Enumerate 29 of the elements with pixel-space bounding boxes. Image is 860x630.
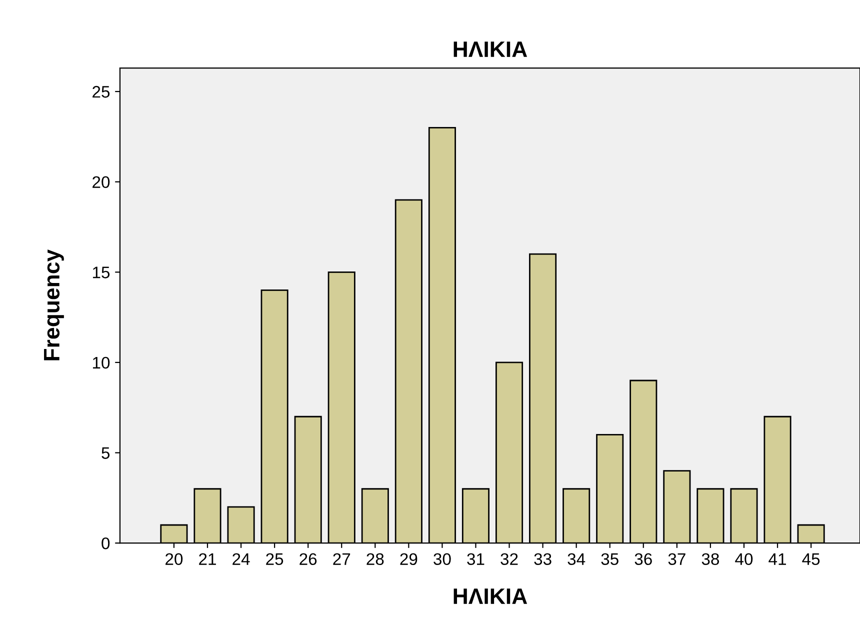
x-tick-label: 40 [735,553,753,566]
y-tick-label: 15 [92,266,110,278]
y-axis-title: Frequency [44,249,64,360]
x-tick-label: 36 [634,553,652,566]
x-tick-label: 32 [500,553,518,566]
x-tick-label: 33 [534,553,552,566]
y-tick-label: 10 [92,356,110,369]
y-tick-label: 20 [92,176,110,188]
x-tick-label: 37 [668,553,686,566]
x-tick-label: 21 [199,553,216,565]
x-tick-label: 26 [300,553,317,566]
x-tick-label: 35 [601,553,618,566]
x-tick-label: 20 [166,553,183,566]
x-tick-label: 30 [434,553,451,566]
x-tick-label: 38 [702,553,719,566]
y-tick-label: 5 [102,447,110,459]
x-axis-title: ΗΛΙΚΙΑ [454,588,528,604]
x-tick-label: 28 [366,553,384,566]
x-tick-label: 25 [266,553,284,566]
y-tick-label: 25 [92,86,110,98]
y-tick-label: 0 [102,537,110,550]
chart-title: ΗΛΙΚΙΑ [454,42,528,57]
x-tick-label: 24 [232,553,250,565]
x-tick-label: 31 [467,553,484,566]
x-tick-label: 27 [333,553,350,565]
x-tick-label: 45 [802,553,820,566]
x-tick-label: 41 [768,553,786,565]
x-tick-label: 29 [400,553,418,566]
x-tick-label: 34 [568,553,586,566]
